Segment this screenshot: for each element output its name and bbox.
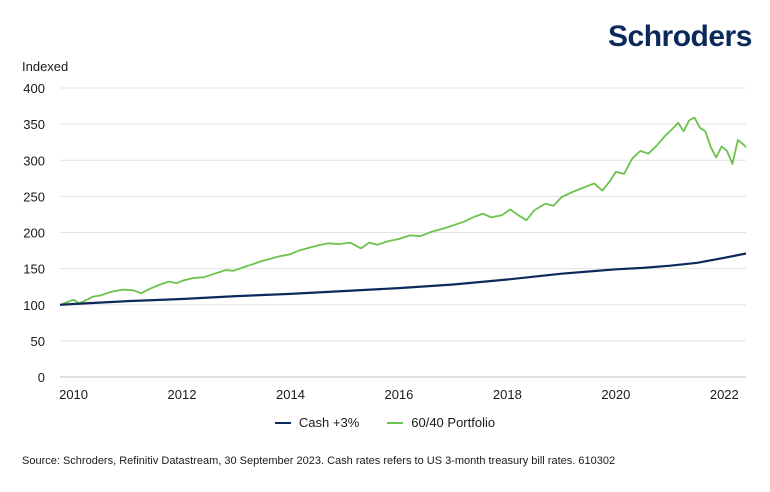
legend-item-cash: Cash +3% [274, 415, 360, 430]
grid-lines [60, 87, 746, 378]
source-note: Source: Schroders, Refinitiv Datastream,… [22, 455, 616, 467]
y-tick-labels: 0 50 100 150 200 250 300 350 400 [23, 81, 45, 385]
x-tick-label: 2014 [276, 387, 305, 402]
schroders-logo: Schroders [608, 20, 752, 53]
y-axis-label: Indexed [22, 59, 69, 74]
x-tick-label: 2018 [493, 387, 522, 402]
x-tick-label: 2012 [168, 387, 197, 402]
y-tick-label: 0 [38, 370, 45, 385]
x-tick-label: 2016 [384, 387, 413, 402]
legend-swatch-portfolio [387, 421, 404, 424]
legend-swatch-cash [274, 421, 291, 424]
y-tick-label: 150 [23, 262, 45, 277]
y-tick-label: 100 [23, 298, 45, 313]
y-tick-label: 300 [23, 153, 45, 168]
legend-label-cash: Cash +3% [298, 415, 360, 430]
x-tick-label: 2010 [59, 387, 88, 402]
series-line-portfolio [59, 116, 747, 306]
series-lines [59, 116, 747, 306]
x-tick-labels: 2010 2012 2014 2016 2018 2020 2022 [59, 387, 739, 402]
y-tick-label: 350 [23, 117, 45, 132]
x-tick-label: 2020 [601, 387, 630, 402]
legend: Cash +3% 60/40 Portfolio [0, 415, 770, 430]
legend-label-portfolio: 60/40 Portfolio [411, 415, 496, 430]
y-tick-label: 250 [23, 189, 45, 204]
y-tick-label: 50 [31, 334, 45, 349]
x-tick-label: 2022 [710, 387, 739, 402]
series-line-cash [59, 252, 747, 306]
y-tick-label: 400 [23, 81, 45, 96]
legend-item-portfolio: 60/40 Portfolio [387, 415, 495, 430]
y-tick-label: 200 [23, 226, 45, 241]
